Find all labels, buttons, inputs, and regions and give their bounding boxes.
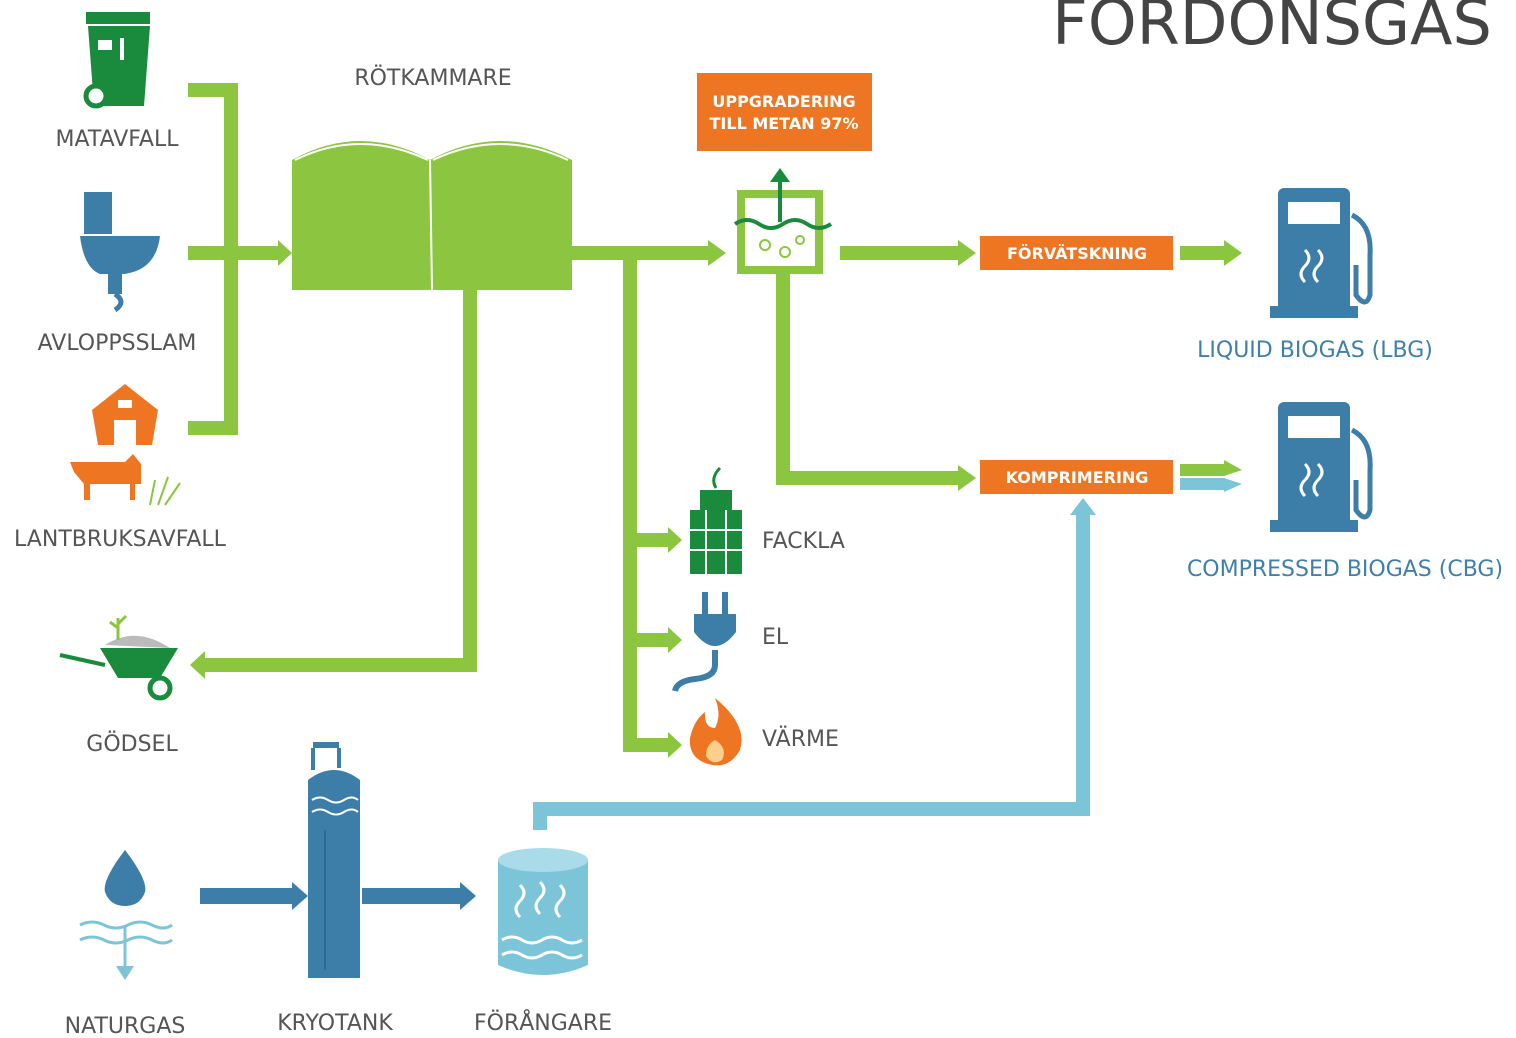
upgrade-icon — [735, 168, 831, 270]
farm — [70, 384, 180, 505]
input-label: LANTBRUKSAVFALL — [14, 527, 227, 552]
flare-icon — [690, 468, 742, 574]
lng-label: NATURGAS — [65, 1014, 186, 1038]
upgrade-label: TILL METAN 97% — [710, 114, 859, 133]
process-label: KOMPRIMERING — [1006, 468, 1149, 487]
input-label: GÖDSEL — [86, 731, 178, 757]
cryotank-icon — [308, 742, 360, 978]
upgrade-label: UPPGRADERING — [712, 92, 855, 111]
lng-label: FÖRÅNGARE — [474, 1009, 612, 1036]
diagram: FORDONSGAS MATAVFALL AVLOPPSSLAM LANTBRU… — [0, 0, 1516, 1038]
use-label: VÄRME — [762, 726, 839, 752]
upgrade-box — [697, 73, 872, 151]
toilet — [80, 192, 160, 310]
plug-icon — [675, 592, 736, 691]
wheelbarrow — [60, 616, 178, 698]
food-waste-bin — [86, 12, 150, 106]
blue-pipes — [533, 478, 1242, 830]
use-label: EL — [762, 625, 789, 650]
product-label: COMPRESSED BIOGAS (CBG) — [1187, 557, 1503, 582]
natural-gas-icon — [80, 850, 172, 980]
product-label: LIQUID BIOGAS (LBG) — [1197, 338, 1433, 363]
input-label: MATAVFALL — [56, 127, 180, 152]
fuel-pump — [1270, 402, 1370, 532]
flame-icon — [690, 698, 742, 765]
use-label: FACKLA — [762, 529, 845, 554]
digester-label: RÖTKAMMARE — [354, 65, 511, 91]
title: FORDONSGAS — [1052, 0, 1492, 59]
input-label: AVLOPPSSLAM — [38, 331, 197, 356]
digester — [292, 141, 572, 290]
process-label: FÖRVÄTSKNING — [1007, 244, 1147, 263]
vaporizer-icon — [498, 848, 588, 975]
fuel-pump — [1270, 188, 1370, 318]
lng-label: KRYOTANK — [277, 1011, 393, 1036]
